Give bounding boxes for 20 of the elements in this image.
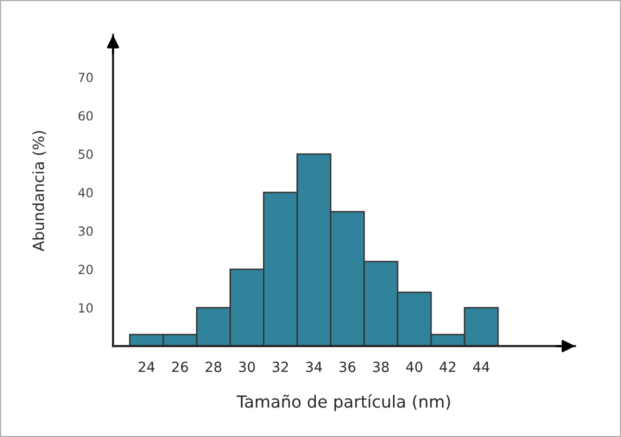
x-tick-label: 42 [440,362,456,372]
y-axis-title: Abundancia (%) [32,131,46,252]
y-tick-label: 30 [78,226,93,236]
y-tick-label: 10 [79,303,93,313]
y-tick-label: 50 [78,150,93,159]
x-tick-label: 28 [206,362,222,372]
y-tick-label: 40 [78,188,93,198]
x-tick-label: 24 [138,362,155,372]
y-tick-label: 60 [78,111,93,121]
x-tick-label: 32 [272,362,288,372]
x-tick-label: 38 [373,362,389,372]
x-tick-label: 26 [172,362,188,372]
x-tick-label: 34 [306,362,322,372]
x-tick-label: 30 [239,362,255,372]
x-tick-label: 40 [406,362,422,372]
x-tick-label: 36 [340,362,356,372]
y-tick-label: 70 [78,72,93,82]
x-tick-label: 44 [473,362,490,372]
x-axis-title: Tamaño de partícula (nm) [236,394,450,412]
y-tick-label: 20 [78,264,93,274]
